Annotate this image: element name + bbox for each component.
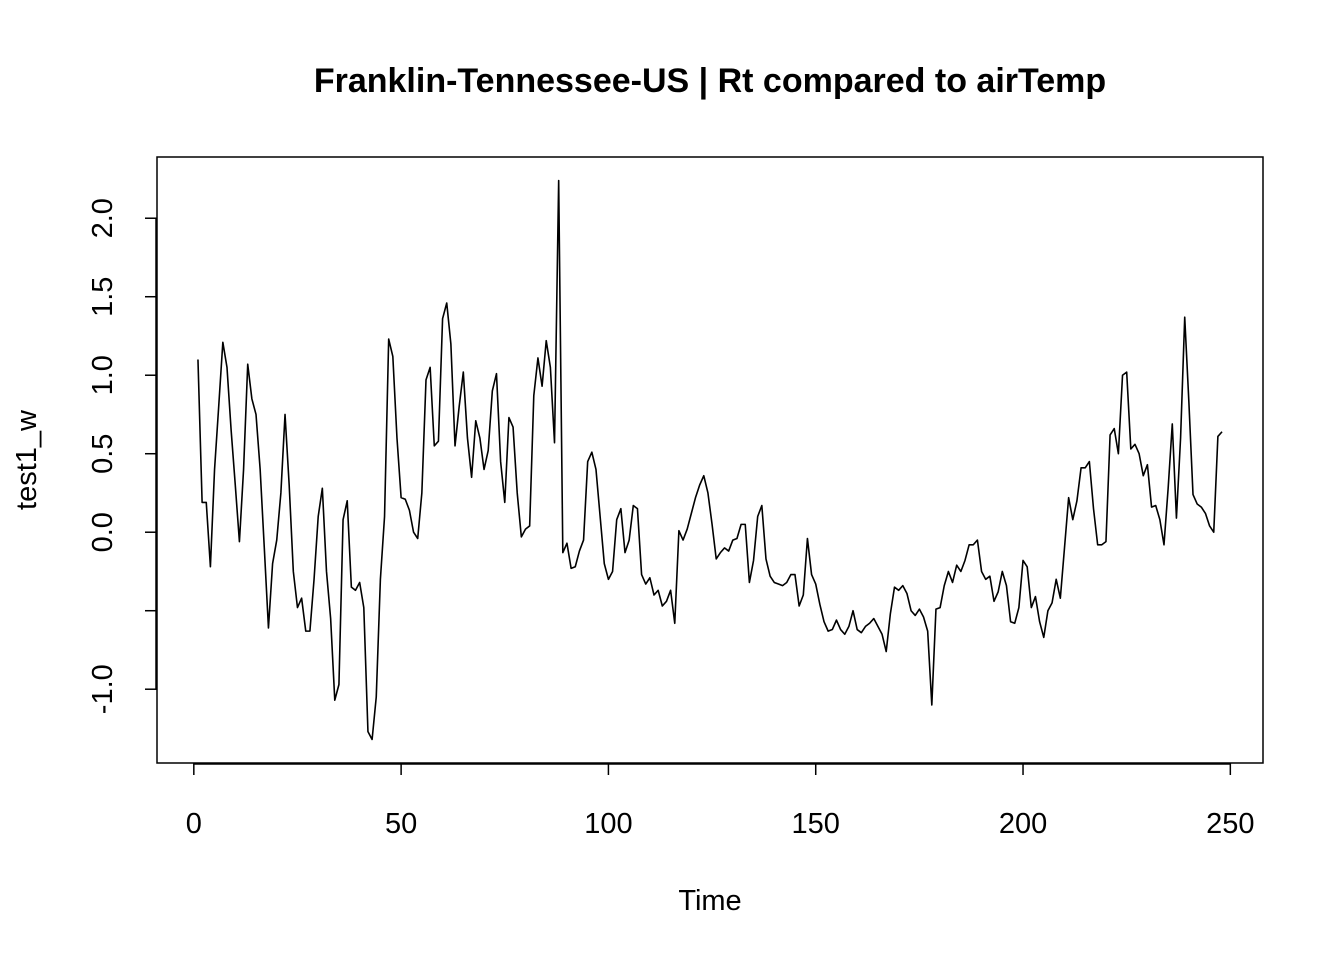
y-tick-label: 1.0	[87, 355, 119, 395]
x-tick-label: 0	[186, 808, 202, 840]
y-tick-label: 1.5	[87, 277, 119, 317]
plot-frame	[156, 156, 1264, 764]
data-line	[197, 179, 1223, 741]
y-tick-label: 2.0	[87, 198, 119, 238]
y-axis-label: test1_w	[11, 409, 43, 510]
chart-title: Franklin-Tennessee-US | Rt compared to a…	[314, 62, 1106, 100]
x-tick-label: 50	[385, 808, 417, 840]
y-tick-label: -1.0	[87, 664, 119, 714]
x-tick-label: 200	[999, 808, 1047, 840]
y-tick-label: 0.5	[87, 434, 119, 474]
y-tick-label: 0.0	[87, 512, 119, 552]
x-axis-label: Time	[678, 885, 741, 917]
x-tick-label: 150	[792, 808, 840, 840]
x-tick-label: 100	[584, 808, 632, 840]
x-tick-label: 250	[1206, 808, 1254, 840]
